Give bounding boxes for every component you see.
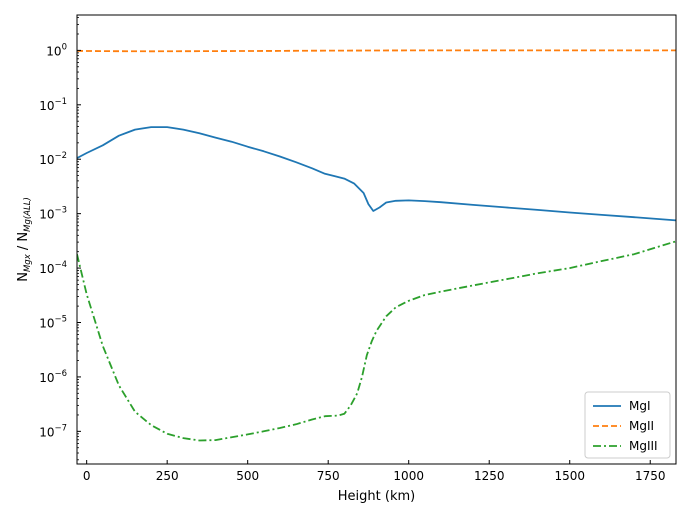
x-tick-label: 1250: [474, 469, 505, 483]
legend-label-mgii: MgII: [629, 419, 654, 433]
plot-frame: [76, 14, 677, 465]
x-tick-label: 750: [317, 469, 340, 483]
y-tick-label: 10−5: [39, 314, 67, 330]
y-label-main: N: [16, 272, 31, 282]
legend-label-mgiii: MgIII: [629, 439, 658, 453]
y-tick-label: 10−3: [39, 206, 67, 222]
x-tick-label: 1000: [393, 469, 424, 483]
series-line-mgiii: [77, 240, 676, 442]
y-label-mid: / N: [16, 232, 31, 254]
y-label-sub2: Mg(ALL): [23, 197, 33, 232]
legend-label-mgi: MgI: [629, 399, 651, 413]
y-tick-label: 10−4: [39, 260, 67, 276]
x-tick-label: 250: [156, 469, 179, 483]
y-label-sub1: Mgx: [23, 253, 33, 272]
x-tick-label: 1500: [554, 469, 585, 483]
series-line-mgi: [77, 126, 676, 222]
legend-box: [584, 391, 671, 459]
series-line-mgii: [77, 49, 676, 53]
y-axis-ticks: 100 10−1 10−2 10−3 10−4 10−5 10−6 10−7: [39, 17, 81, 461]
x-tick-label: 500: [236, 469, 259, 483]
x-tick-label: 1750: [635, 469, 666, 483]
x-axis-ticks: 0 250 500 750 1000 1250 1500 1750: [83, 460, 666, 483]
series-layer: [77, 49, 676, 442]
y-tick-label: 10−6: [39, 369, 67, 385]
y-tick-label: 10−7: [39, 423, 67, 439]
y-tick-label: 10−1: [39, 97, 67, 113]
y-tick-label: 10−2: [39, 151, 67, 167]
x-tick-label: 0: [83, 469, 91, 483]
legend: MgI MgII MgIII: [584, 391, 671, 459]
x-axis-label: Height (km): [338, 489, 415, 504]
y-tick-label: 100: [46, 42, 67, 58]
y-axis-label: NMgx / NMg(ALL): [16, 197, 33, 282]
